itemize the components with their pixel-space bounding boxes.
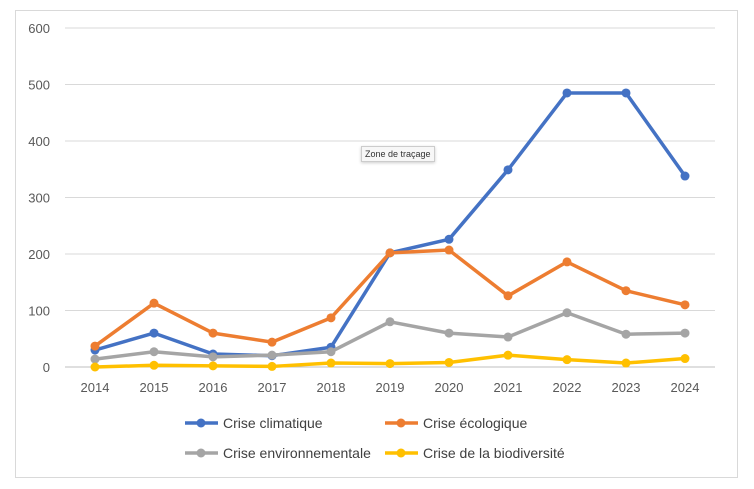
x-tick-label: 2021 <box>494 380 523 395</box>
data-point <box>562 257 572 267</box>
data-point <box>444 234 454 244</box>
x-tick-label: 2016 <box>199 380 228 395</box>
data-point <box>149 328 159 338</box>
data-point <box>680 171 690 181</box>
legend-label: Crise environnementale <box>223 445 371 461</box>
data-point <box>621 88 631 98</box>
y-tick-label: 200 <box>28 247 50 262</box>
legend-label: Crise climatique <box>223 415 323 431</box>
y-tick-label: 600 <box>28 21 50 36</box>
data-point <box>562 355 572 365</box>
data-point <box>621 358 631 368</box>
x-tick-label: 2018 <box>317 380 346 395</box>
data-point <box>680 328 690 338</box>
legend-marker <box>196 448 206 458</box>
x-tick-label: 2020 <box>435 380 464 395</box>
data-point <box>326 358 336 368</box>
x-tick-label: 2015 <box>140 380 169 395</box>
data-point <box>562 308 572 318</box>
y-tick-label: 300 <box>28 191 50 206</box>
x-tick-label: 2019 <box>376 380 405 395</box>
data-point <box>208 328 218 338</box>
data-point <box>503 332 513 342</box>
data-point <box>208 361 218 371</box>
x-tick-label: 2014 <box>81 380 110 395</box>
data-point <box>503 291 513 301</box>
x-tick-label: 2024 <box>671 380 700 395</box>
data-point <box>149 347 159 357</box>
data-point <box>621 329 631 339</box>
legend-label: Crise écologique <box>423 415 527 431</box>
data-point <box>444 357 454 367</box>
data-point <box>621 286 631 296</box>
legend-marker <box>396 418 406 428</box>
x-tick-label: 2023 <box>612 380 641 395</box>
data-point <box>326 347 336 357</box>
x-tick-label: 2022 <box>553 380 582 395</box>
data-point <box>208 352 218 362</box>
data-point <box>149 298 159 308</box>
data-point <box>385 359 395 369</box>
legend-marker <box>196 418 206 428</box>
data-point <box>90 362 100 372</box>
series-line <box>93 248 686 348</box>
data-point <box>385 317 395 327</box>
legend-marker <box>396 448 406 458</box>
data-point <box>385 248 395 258</box>
data-point <box>149 360 159 370</box>
data-point <box>267 350 277 360</box>
y-tick-label: 0 <box>43 360 50 375</box>
data-point <box>90 354 100 364</box>
data-point <box>90 341 100 351</box>
x-tick-label: 2017 <box>258 380 287 395</box>
data-point <box>680 354 690 364</box>
plot-area-tooltip: Zone de traçage <box>361 146 435 162</box>
data-point <box>267 361 277 371</box>
data-point <box>680 300 690 310</box>
y-tick-label: 100 <box>28 304 50 319</box>
legend-label: Crise de la biodiversité <box>423 445 565 461</box>
data-point <box>503 165 513 175</box>
data-point <box>444 328 454 338</box>
y-tick-label: 400 <box>28 134 50 149</box>
y-tick-label: 500 <box>28 78 50 93</box>
data-point <box>444 245 454 255</box>
data-point <box>503 350 513 360</box>
data-point <box>326 313 336 323</box>
data-point <box>267 337 277 347</box>
data-point <box>562 88 572 98</box>
chart-frame <box>15 10 738 478</box>
